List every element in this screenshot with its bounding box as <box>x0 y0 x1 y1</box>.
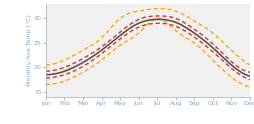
Y-axis label: Monthly Ave Temp (°C): Monthly Ave Temp (°C) <box>27 14 32 86</box>
